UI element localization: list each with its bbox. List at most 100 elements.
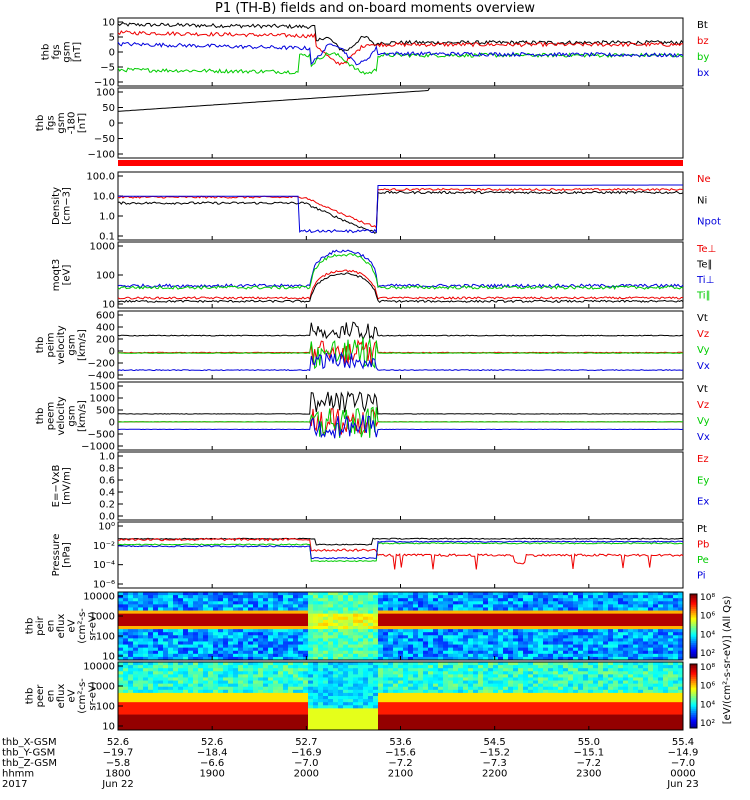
spectrogram-cell <box>178 647 184 652</box>
spectrogram-cell <box>288 644 294 649</box>
y-axis-label-line: [km/s] <box>77 329 88 361</box>
spectrogram-cell <box>268 689 274 694</box>
spectrogram-cell <box>223 647 229 652</box>
spectrogram-cell <box>208 720 214 725</box>
spectrogram-cell <box>298 632 304 636</box>
spectrogram-cell <box>253 720 259 725</box>
spectrogram-cell <box>238 622 244 627</box>
spectrogram-cell <box>433 650 439 655</box>
spectrogram-cell <box>628 610 634 615</box>
spectrogram-cell <box>138 714 144 719</box>
spectrogram-cell <box>283 598 289 602</box>
spectrogram-cell <box>478 699 484 703</box>
spectrogram-cell <box>393 674 399 678</box>
spectrogram-cell <box>433 629 439 633</box>
spectrogram-cell <box>678 644 684 649</box>
spectrogram-cell <box>123 598 129 602</box>
spectrogram-cell <box>273 662 279 666</box>
y-axis-label-line: thb <box>35 115 46 132</box>
spectrogram-cell <box>268 622 274 627</box>
spectrogram-cell <box>608 696 614 700</box>
spectrogram-cell <box>443 674 449 678</box>
spectrogram-cell <box>638 619 644 624</box>
spectrogram-cell <box>143 595 149 599</box>
spectrogram-cell <box>453 671 459 675</box>
spectrogram-cell <box>448 714 454 719</box>
spectrogram-cell <box>593 692 599 697</box>
spectrogram-cell <box>158 662 164 666</box>
spectrogram-cell <box>303 674 309 678</box>
spectrogram-cell <box>678 647 684 652</box>
spectrogram-cell <box>143 598 149 602</box>
spectrogram-cell <box>193 607 199 611</box>
spectrogram-cell <box>173 650 179 655</box>
spectrogram-cell <box>193 665 199 669</box>
spectrogram-cell <box>363 699 369 703</box>
spectrogram-cell <box>178 696 184 700</box>
spectrogram-cell <box>473 674 479 678</box>
spectrogram-cell <box>323 638 329 642</box>
spectrogram-cell <box>638 616 644 621</box>
spectrogram-cell <box>378 656 384 661</box>
spectrogram-cell <box>368 622 374 627</box>
spectrogram-cell <box>178 598 184 602</box>
spectrogram-cell <box>288 674 294 678</box>
spectrogram-cell <box>618 696 624 700</box>
spectrogram-cell <box>658 604 664 608</box>
spectrogram-cell <box>568 702 574 706</box>
spectrogram-cell <box>373 711 379 715</box>
spectrogram-cell <box>423 595 429 599</box>
spectrogram-cell <box>583 674 589 678</box>
spectrogram-cell <box>493 638 499 642</box>
spectrogram-cell <box>598 607 604 611</box>
spectrogram-cell <box>318 613 324 618</box>
y-tick-label: −1000 <box>81 442 115 453</box>
spectrogram-cell <box>398 714 404 719</box>
spectrogram-cell <box>438 665 444 669</box>
spectrogram-cell <box>333 699 339 703</box>
spectrogram-cell <box>548 677 554 681</box>
spectrogram-cell <box>198 708 204 712</box>
spectrogram-cell <box>328 677 334 681</box>
spectrogram-cell <box>388 653 394 658</box>
spectrogram-cell <box>208 601 214 605</box>
spectrogram-cell <box>638 644 644 649</box>
spectrogram-cell <box>538 714 544 719</box>
spectrogram-cell <box>383 647 389 652</box>
spectrogram-cell <box>348 677 354 681</box>
spectrogram-cell <box>433 677 439 681</box>
spectrogram-cell <box>578 626 584 630</box>
spectrogram-cell <box>303 635 309 639</box>
spectrogram-cell <box>673 598 679 602</box>
spectrogram-cell <box>528 671 534 675</box>
spectrogram-cell <box>143 650 149 655</box>
spectrogram-cell <box>338 653 344 658</box>
spectrogram-cell <box>123 656 129 661</box>
spectrogram-cell <box>658 595 664 599</box>
spectrogram-cell <box>313 674 319 678</box>
spectrogram-cell <box>288 595 294 599</box>
spectrogram-cell <box>178 723 184 728</box>
spectrogram-cell <box>148 644 154 649</box>
spectrogram-cell <box>163 702 169 706</box>
spectrogram-cell <box>448 638 454 642</box>
spectrogram-cell <box>588 726 594 731</box>
spectrogram-cell <box>173 613 179 618</box>
spectrogram-cell <box>198 632 204 636</box>
spectrogram-cell <box>213 653 219 658</box>
spectrogram-cell <box>548 595 554 599</box>
spectrogram-cell <box>378 616 384 621</box>
spectrogram-cell <box>153 629 159 633</box>
spectrogram-cell <box>533 683 539 688</box>
spectrogram-cell <box>123 641 129 645</box>
spectrogram-cell <box>318 705 324 709</box>
spectrogram-cell <box>208 705 214 709</box>
spectrogram-cell <box>133 689 139 694</box>
spectrogram-cell <box>378 705 384 709</box>
spectrogram-cell <box>518 680 524 685</box>
spectrogram-cell <box>578 622 584 627</box>
spectrogram-cell <box>428 647 434 652</box>
spectrogram-cell <box>463 619 469 624</box>
spectrogram-cell <box>373 656 379 661</box>
spectrogram-cell <box>203 665 209 669</box>
